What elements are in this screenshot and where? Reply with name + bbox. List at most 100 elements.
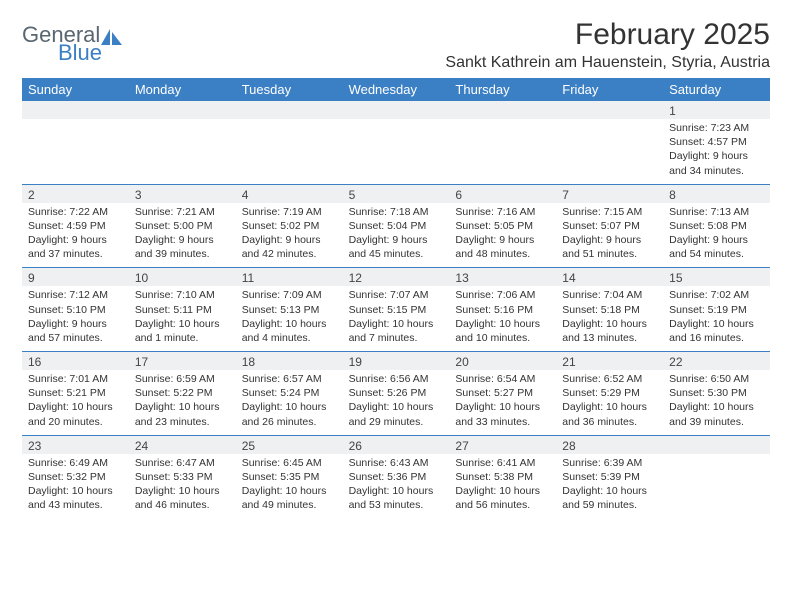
calendar-cell bbox=[556, 101, 663, 184]
calendar-cell bbox=[663, 436, 770, 519]
day-number: 24 bbox=[129, 436, 236, 454]
sunset-text: Sunset: 5:29 PM bbox=[562, 386, 657, 400]
cell-body bbox=[449, 119, 556, 179]
calendar-cell bbox=[129, 101, 236, 184]
sunset-text: Sunset: 5:16 PM bbox=[455, 303, 550, 317]
day-number: 6 bbox=[449, 185, 556, 203]
daylight-text: Daylight: 10 hours and 20 minutes. bbox=[28, 400, 123, 428]
cell-body: Sunrise: 6:50 AMSunset: 5:30 PMDaylight:… bbox=[663, 370, 770, 435]
day-number: 9 bbox=[22, 268, 129, 286]
weekday-header: Friday bbox=[556, 78, 663, 101]
cell-body: Sunrise: 6:43 AMSunset: 5:36 PMDaylight:… bbox=[343, 454, 450, 519]
cell-body: Sunrise: 6:47 AMSunset: 5:33 PMDaylight:… bbox=[129, 454, 236, 519]
cell-body: Sunrise: 7:22 AMSunset: 4:59 PMDaylight:… bbox=[22, 203, 129, 268]
daylight-text: Daylight: 10 hours and 53 minutes. bbox=[349, 484, 444, 512]
cell-body bbox=[343, 119, 450, 179]
sunset-text: Sunset: 5:08 PM bbox=[669, 219, 764, 233]
calendar-week-row: 2Sunrise: 7:22 AMSunset: 4:59 PMDaylight… bbox=[22, 184, 770, 268]
day-number: 13 bbox=[449, 268, 556, 286]
sunset-text: Sunset: 5:11 PM bbox=[135, 303, 230, 317]
cell-body: Sunrise: 7:09 AMSunset: 5:13 PMDaylight:… bbox=[236, 286, 343, 351]
calendar-week-row: 23Sunrise: 6:49 AMSunset: 5:32 PMDayligh… bbox=[22, 435, 770, 519]
sunset-text: Sunset: 5:35 PM bbox=[242, 470, 337, 484]
logo: GeneralBlue bbox=[22, 18, 124, 64]
calendar-cell: 10Sunrise: 7:10 AMSunset: 5:11 PMDayligh… bbox=[129, 268, 236, 351]
calendar-cell: 26Sunrise: 6:43 AMSunset: 5:36 PMDayligh… bbox=[343, 436, 450, 519]
day-number: 25 bbox=[236, 436, 343, 454]
sunrise-text: Sunrise: 6:50 AM bbox=[669, 372, 764, 386]
calendar-cell: 27Sunrise: 6:41 AMSunset: 5:38 PMDayligh… bbox=[449, 436, 556, 519]
day-number: 15 bbox=[663, 268, 770, 286]
weekday-header: Tuesday bbox=[236, 78, 343, 101]
sunset-text: Sunset: 5:21 PM bbox=[28, 386, 123, 400]
calendar-cell: 24Sunrise: 6:47 AMSunset: 5:33 PMDayligh… bbox=[129, 436, 236, 519]
day-number: 11 bbox=[236, 268, 343, 286]
daylight-text: Daylight: 10 hours and 43 minutes. bbox=[28, 484, 123, 512]
calendar-week-row: 16Sunrise: 7:01 AMSunset: 5:21 PMDayligh… bbox=[22, 351, 770, 435]
calendar-cell: 5Sunrise: 7:18 AMSunset: 5:04 PMDaylight… bbox=[343, 185, 450, 268]
page-header: GeneralBlue February 2025 Sankt Kathrein… bbox=[22, 18, 770, 72]
daylight-text: Daylight: 10 hours and 13 minutes. bbox=[562, 317, 657, 345]
day-number: 23 bbox=[22, 436, 129, 454]
calendar-cell: 28Sunrise: 6:39 AMSunset: 5:39 PMDayligh… bbox=[556, 436, 663, 519]
cell-body: Sunrise: 7:12 AMSunset: 5:10 PMDaylight:… bbox=[22, 286, 129, 351]
day-number: 16 bbox=[22, 352, 129, 370]
sunrise-text: Sunrise: 7:09 AM bbox=[242, 288, 337, 302]
sunrise-text: Sunrise: 7:01 AM bbox=[28, 372, 123, 386]
day-number: 26 bbox=[343, 436, 450, 454]
cell-body: Sunrise: 7:04 AMSunset: 5:18 PMDaylight:… bbox=[556, 286, 663, 351]
day-number: 10 bbox=[129, 268, 236, 286]
day-number bbox=[663, 436, 770, 454]
daylight-text: Daylight: 9 hours and 42 minutes. bbox=[242, 233, 337, 261]
day-number: 18 bbox=[236, 352, 343, 370]
daylight-text: Daylight: 9 hours and 37 minutes. bbox=[28, 233, 123, 261]
calendar-cell: 19Sunrise: 6:56 AMSunset: 5:26 PMDayligh… bbox=[343, 352, 450, 435]
sunrise-text: Sunrise: 6:54 AM bbox=[455, 372, 550, 386]
day-number bbox=[129, 101, 236, 119]
sunrise-text: Sunrise: 6:59 AM bbox=[135, 372, 230, 386]
sunset-text: Sunset: 5:30 PM bbox=[669, 386, 764, 400]
calendar-cell: 17Sunrise: 6:59 AMSunset: 5:22 PMDayligh… bbox=[129, 352, 236, 435]
day-number: 20 bbox=[449, 352, 556, 370]
calendar-grid: Sunday Monday Tuesday Wednesday Thursday… bbox=[22, 78, 770, 518]
calendar-cell: 1Sunrise: 7:23 AMSunset: 4:57 PMDaylight… bbox=[663, 101, 770, 184]
daylight-text: Daylight: 10 hours and 59 minutes. bbox=[562, 484, 657, 512]
sunset-text: Sunset: 5:00 PM bbox=[135, 219, 230, 233]
daylight-text: Daylight: 10 hours and 23 minutes. bbox=[135, 400, 230, 428]
sunrise-text: Sunrise: 7:02 AM bbox=[669, 288, 764, 302]
day-number: 8 bbox=[663, 185, 770, 203]
calendar-cell: 3Sunrise: 7:21 AMSunset: 5:00 PMDaylight… bbox=[129, 185, 236, 268]
sunrise-text: Sunrise: 7:23 AM bbox=[669, 121, 764, 135]
daylight-text: Daylight: 10 hours and 4 minutes. bbox=[242, 317, 337, 345]
sunset-text: Sunset: 5:33 PM bbox=[135, 470, 230, 484]
cell-body: Sunrise: 7:15 AMSunset: 5:07 PMDaylight:… bbox=[556, 203, 663, 268]
daylight-text: Daylight: 9 hours and 45 minutes. bbox=[349, 233, 444, 261]
cell-body: Sunrise: 7:01 AMSunset: 5:21 PMDaylight:… bbox=[22, 370, 129, 435]
sunrise-text: Sunrise: 7:21 AM bbox=[135, 205, 230, 219]
day-number bbox=[22, 101, 129, 119]
daylight-text: Daylight: 10 hours and 29 minutes. bbox=[349, 400, 444, 428]
sunset-text: Sunset: 5:02 PM bbox=[242, 219, 337, 233]
cell-body: Sunrise: 6:54 AMSunset: 5:27 PMDaylight:… bbox=[449, 370, 556, 435]
calendar-week-row: 9Sunrise: 7:12 AMSunset: 5:10 PMDaylight… bbox=[22, 267, 770, 351]
calendar-cell: 15Sunrise: 7:02 AMSunset: 5:19 PMDayligh… bbox=[663, 268, 770, 351]
cell-body: Sunrise: 7:13 AMSunset: 5:08 PMDaylight:… bbox=[663, 203, 770, 268]
sunrise-text: Sunrise: 7:18 AM bbox=[349, 205, 444, 219]
sunset-text: Sunset: 5:32 PM bbox=[28, 470, 123, 484]
sunrise-text: Sunrise: 6:47 AM bbox=[135, 456, 230, 470]
cell-body bbox=[22, 119, 129, 179]
sunrise-text: Sunrise: 7:12 AM bbox=[28, 288, 123, 302]
cell-body: Sunrise: 7:18 AMSunset: 5:04 PMDaylight:… bbox=[343, 203, 450, 268]
day-number: 22 bbox=[663, 352, 770, 370]
calendar-cell bbox=[236, 101, 343, 184]
sunrise-text: Sunrise: 6:57 AM bbox=[242, 372, 337, 386]
sunrise-text: Sunrise: 6:43 AM bbox=[349, 456, 444, 470]
sunset-text: Sunset: 5:04 PM bbox=[349, 219, 444, 233]
calendar-cell: 4Sunrise: 7:19 AMSunset: 5:02 PMDaylight… bbox=[236, 185, 343, 268]
calendar-cell bbox=[449, 101, 556, 184]
calendar-cell: 7Sunrise: 7:15 AMSunset: 5:07 PMDaylight… bbox=[556, 185, 663, 268]
weekday-header: Thursday bbox=[449, 78, 556, 101]
daylight-text: Daylight: 10 hours and 7 minutes. bbox=[349, 317, 444, 345]
calendar-cell: 23Sunrise: 6:49 AMSunset: 5:32 PMDayligh… bbox=[22, 436, 129, 519]
sunset-text: Sunset: 5:19 PM bbox=[669, 303, 764, 317]
